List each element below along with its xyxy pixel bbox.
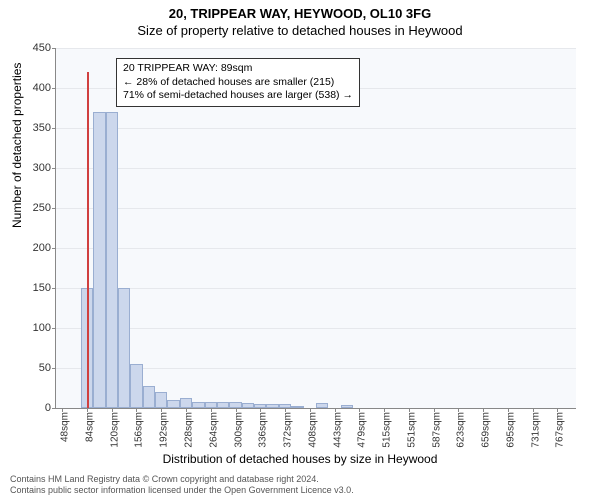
ytick-mark <box>52 408 56 409</box>
ytick-mark <box>52 288 56 289</box>
ytick-mark <box>52 168 56 169</box>
annotation-box: 20 TRIPPEAR WAY: 89sqm← 28% of detached … <box>116 58 360 107</box>
histogram-bar <box>143 386 155 408</box>
x-axis-title: Distribution of detached houses by size … <box>0 452 600 466</box>
xtick-label: 408sqm <box>307 412 318 448</box>
xtick-label: 443sqm <box>332 412 343 448</box>
ytick-mark <box>52 208 56 209</box>
ytick-label: 350 <box>33 122 51 134</box>
xtick-label: 336sqm <box>258 412 269 448</box>
xtick-label: 228sqm <box>184 412 195 448</box>
gridline <box>56 288 576 289</box>
xtick-label: 659sqm <box>481 412 492 448</box>
ytick-label: 250 <box>33 202 51 214</box>
histogram-bar <box>266 404 278 408</box>
histogram-bar <box>130 364 142 408</box>
ytick-label: 100 <box>33 322 51 334</box>
footer-attribution: Contains HM Land Registry data © Crown c… <box>10 474 354 496</box>
chart-container: 20, TRIPPEAR WAY, HEYWOOD, OL10 3FG Size… <box>0 0 600 500</box>
chart-title-subtitle: Size of property relative to detached ho… <box>0 21 600 38</box>
histogram-bar <box>316 403 328 408</box>
xtick-label: 695sqm <box>505 412 516 448</box>
histogram-bar <box>180 398 192 408</box>
xtick-label: 264sqm <box>208 412 219 448</box>
histogram-bar <box>118 288 130 408</box>
gridline <box>56 128 576 129</box>
ytick-label: 0 <box>45 402 51 414</box>
xtick-label: 515sqm <box>382 412 393 448</box>
histogram-bar <box>106 112 118 408</box>
histogram-bar <box>192 402 204 408</box>
gridline <box>56 208 576 209</box>
gridline <box>56 328 576 329</box>
ytick-mark <box>52 48 56 49</box>
gridline <box>56 168 576 169</box>
ytick-mark <box>52 328 56 329</box>
gridline <box>56 48 576 49</box>
xtick-label: 300sqm <box>233 412 244 448</box>
xtick-label: 587sqm <box>431 412 442 448</box>
ytick-label: 400 <box>33 82 51 94</box>
y-axis-title: Number of detached properties <box>10 63 24 228</box>
gridline <box>56 248 576 249</box>
ytick-label: 50 <box>39 362 51 374</box>
xtick-label: 156sqm <box>134 412 145 448</box>
xtick-label: 731sqm <box>530 412 541 448</box>
annotation-line: ← 28% of detached houses are smaller (21… <box>123 76 353 90</box>
histogram-bar <box>242 403 254 408</box>
xtick-label: 551sqm <box>406 412 417 448</box>
xtick-label: 479sqm <box>357 412 368 448</box>
ytick-mark <box>52 88 56 89</box>
xtick-label: 120sqm <box>109 412 120 448</box>
ytick-label: 150 <box>33 282 51 294</box>
xtick-label: 192sqm <box>159 412 170 448</box>
ytick-mark <box>52 368 56 369</box>
annotation-line: 71% of semi-detached houses are larger (… <box>123 89 353 103</box>
histogram-bar <box>93 112 105 408</box>
histogram-bar <box>167 400 179 408</box>
xtick-label: 767sqm <box>555 412 566 448</box>
ytick-label: 450 <box>33 42 51 54</box>
ytick-label: 200 <box>33 242 51 254</box>
xtick-label: 48sqm <box>60 412 71 442</box>
ytick-label: 300 <box>33 162 51 174</box>
property-marker-line <box>87 72 89 408</box>
ytick-mark <box>52 248 56 249</box>
ytick-mark <box>52 128 56 129</box>
footer-line1: Contains HM Land Registry data © Crown c… <box>10 474 354 485</box>
annotation-line: 20 TRIPPEAR WAY: 89sqm <box>123 62 353 76</box>
histogram-bar <box>341 405 353 408</box>
histogram-bar <box>155 392 167 408</box>
histogram-bar <box>291 406 303 408</box>
xtick-label: 84sqm <box>84 412 95 442</box>
histogram-bar <box>217 402 229 408</box>
xtick-label: 623sqm <box>456 412 467 448</box>
plot-area: 05010015020025030035040045048sqm84sqm120… <box>55 48 576 409</box>
chart-title-address: 20, TRIPPEAR WAY, HEYWOOD, OL10 3FG <box>0 0 600 21</box>
xtick-label: 372sqm <box>283 412 294 448</box>
footer-line2: Contains public sector information licen… <box>10 485 354 496</box>
